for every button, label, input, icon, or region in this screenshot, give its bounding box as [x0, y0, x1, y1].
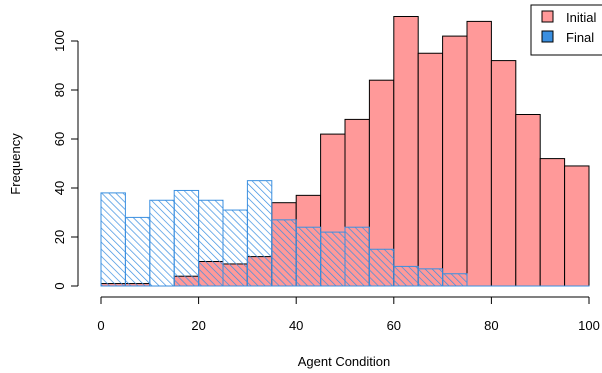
x-axis-label: Agent Condition: [298, 354, 391, 369]
initial-bar: [417, 52, 444, 287]
final-bar: [124, 216, 151, 287]
initial-bar: [539, 158, 566, 287]
final-bar: [393, 265, 419, 287]
legend: Initial Final: [530, 4, 602, 56]
final-bar: [320, 231, 346, 287]
legend-label-final: Final: [566, 30, 594, 45]
y-tick-label: 100: [52, 30, 67, 52]
initial-bar: [466, 20, 492, 287]
legend-label-initial: Initial: [566, 10, 596, 25]
y-tick-label: 80: [52, 83, 67, 97]
x-axis: 0 20 40 60 80 100: [97, 296, 600, 333]
y-axis-label: Frequency: [8, 133, 23, 195]
final-bar: [173, 189, 200, 287]
final-bar: [222, 209, 248, 287]
final-bar: [344, 226, 370, 287]
y-tick-label: 60: [52, 132, 67, 146]
initial-bar: [490, 60, 517, 287]
x-tick-label: 0: [97, 318, 104, 333]
x-tick-label: 20: [191, 318, 205, 333]
x-tick-label: 80: [484, 318, 498, 333]
initial-bar: [393, 16, 419, 287]
y-tick-label: 40: [52, 181, 67, 195]
final-bar: [100, 192, 126, 287]
x-tick-label: 100: [578, 318, 600, 333]
final-bar: [442, 273, 468, 287]
initial-bar: [515, 114, 541, 287]
final-bar: [271, 219, 297, 287]
y-axis: 0 20 40 60 80 100: [52, 30, 79, 290]
final-bar: [368, 248, 395, 287]
final-bars: [100, 180, 590, 287]
final-bar: [149, 199, 175, 287]
y-tick-label: 20: [52, 230, 67, 244]
y-tick-label: 0: [52, 282, 67, 289]
legend-swatch-initial: [541, 10, 554, 23]
final-bar: [198, 199, 224, 287]
final-bar: [246, 180, 273, 287]
initial-bar: [564, 165, 590, 287]
final-bar: [295, 226, 322, 287]
final-bar: [417, 268, 444, 287]
x-tick-label: 40: [289, 318, 303, 333]
x-tick-label: 60: [387, 318, 401, 333]
initial-bar: [442, 35, 468, 287]
legend-swatch-final: [541, 30, 554, 43]
